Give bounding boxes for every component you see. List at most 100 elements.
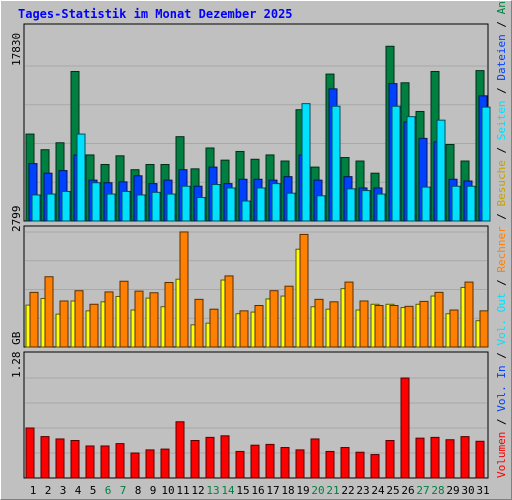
bar-rechner-day-15	[239, 310, 249, 348]
x-tick-label: 14	[221, 484, 235, 497]
bar-seiten-day-6	[106, 193, 116, 222]
bar-seiten-day-10	[166, 193, 176, 222]
bar-seiten-day-17	[271, 183, 281, 222]
bar-seiten-day-20	[316, 195, 326, 222]
legend-separator: /	[495, 14, 508, 34]
bar-rechner-day-16	[254, 305, 264, 348]
bar-volumen-day-13	[205, 436, 215, 479]
bar-rechner-day-14	[224, 275, 234, 348]
bar-volumen-day-27	[415, 437, 425, 479]
bar-seiten-day-24	[376, 193, 386, 222]
bar-volumen-day-29	[445, 439, 455, 479]
legend-item: Anfragen	[495, 0, 508, 14]
bar-volumen-day-28	[430, 436, 440, 479]
bar-seiten-day-3	[61, 190, 71, 222]
legend-item: Volumen	[495, 432, 508, 478]
bar-volumen-day-6	[100, 445, 110, 479]
legend-separator: /	[495, 273, 508, 293]
bar-seiten-day-7	[121, 190, 131, 222]
bar-seiten-day-16	[256, 187, 266, 222]
bar-rechner-day-6	[104, 291, 114, 348]
bar-volumen-day-17	[265, 443, 275, 479]
bar-volumen-day-30	[460, 436, 470, 479]
legend-separator: /	[495, 346, 508, 366]
bar-seiten-day-28	[436, 119, 446, 222]
legend: Volumen / Vol. In / Vol. Out / Rechner /…	[495, 0, 508, 478]
bar-rechner-day-12	[194, 298, 204, 348]
bar-volumen-day-18	[280, 447, 290, 479]
bar-seiten-day-26	[406, 116, 416, 222]
bar-volumen-day-31	[475, 440, 485, 479]
legend-separator: /	[495, 81, 508, 101]
bar-rechner-day-25	[389, 305, 399, 348]
x-tick-label: 24	[371, 484, 385, 497]
x-tick-label: 15	[236, 484, 249, 497]
bar-volumen-day-3	[55, 438, 65, 479]
bar-seiten-day-21	[331, 105, 341, 222]
y-max-label-top: 17830	[10, 33, 23, 66]
legend-separator: /	[495, 140, 508, 160]
bar-volumen-day-14	[220, 435, 230, 479]
x-tick-label: 27	[416, 484, 429, 497]
legend-item: Vol. In	[495, 365, 508, 411]
bar-rechner-day-27	[419, 300, 429, 348]
bar-rechner-day-19	[299, 233, 309, 348]
x-tick-label: 29	[446, 484, 459, 497]
bar-seiten-day-9	[151, 191, 161, 222]
bar-volumen-day-2	[40, 436, 50, 479]
x-tick-label: 20	[311, 484, 324, 497]
legend-separator: /	[495, 206, 508, 226]
bar-seiten-day-15	[241, 200, 251, 222]
bar-rechner-day-26	[404, 305, 414, 348]
bar-volumen-day-10	[160, 448, 170, 479]
x-tick-label: 17	[266, 484, 279, 497]
bar-seiten-day-13	[211, 183, 221, 222]
bar-volumen-day-7	[115, 443, 125, 479]
bar-volumen-day-21	[325, 450, 335, 479]
bar-seiten-day-22	[346, 188, 356, 222]
bar-rechner-day-24	[374, 305, 384, 348]
bar-volumen-day-25	[385, 440, 395, 479]
bar-volumen-day-5	[85, 445, 95, 479]
bar-rechner-day-17	[269, 290, 279, 348]
x-tick-label: 23	[356, 484, 369, 497]
x-tick-label: 25	[386, 484, 399, 497]
chart-title: Tages-Statistik im Monat Dezember 2025	[18, 7, 293, 21]
bar-rechner-day-18	[284, 285, 294, 348]
x-tick-label: 26	[401, 484, 414, 497]
bar-seiten-day-1	[31, 194, 41, 222]
bar-seiten-day-5	[91, 182, 101, 222]
x-tick-label: 8	[135, 484, 142, 497]
x-tick-label: 16	[251, 484, 264, 497]
bar-volumen-day-24	[370, 454, 380, 479]
x-tick-label: 5	[90, 484, 97, 497]
x-tick-label: 1	[30, 484, 37, 497]
bar-seiten-day-4	[76, 133, 86, 222]
bar-volumen-day-12	[190, 440, 200, 479]
x-tick-label: 2	[45, 484, 52, 497]
bar-seiten-day-31	[481, 106, 491, 222]
y-max-label-middle: 2799	[10, 206, 23, 233]
bar-rechner-day-23	[359, 300, 369, 348]
bar-rechner-day-8	[134, 290, 144, 348]
x-tick-label: 6	[105, 484, 112, 497]
bar-rechner-day-4	[74, 290, 84, 348]
bar-seiten-day-23	[361, 190, 371, 222]
bar-volumen-day-1	[25, 427, 35, 479]
bar-rechner-day-28	[434, 291, 444, 348]
bar-volumen-day-9	[145, 449, 155, 479]
bar-seiten-day-8	[136, 194, 146, 222]
bar-rechner-day-30	[464, 281, 474, 348]
bar-rechner-day-31	[479, 310, 489, 348]
legend-item: Seiten	[495, 100, 508, 140]
bar-rechner-day-1	[29, 291, 39, 348]
x-tick-label: 18	[281, 484, 294, 497]
x-tick-label: 12	[191, 484, 204, 497]
x-tick-label: 31	[476, 484, 489, 497]
bar-seiten-day-14	[226, 187, 236, 222]
bar-rechner-day-20	[314, 298, 324, 348]
bar-seiten-day-27	[421, 186, 431, 222]
bar-seiten-day-29	[451, 185, 461, 222]
x-tick-label: 4	[75, 484, 82, 497]
